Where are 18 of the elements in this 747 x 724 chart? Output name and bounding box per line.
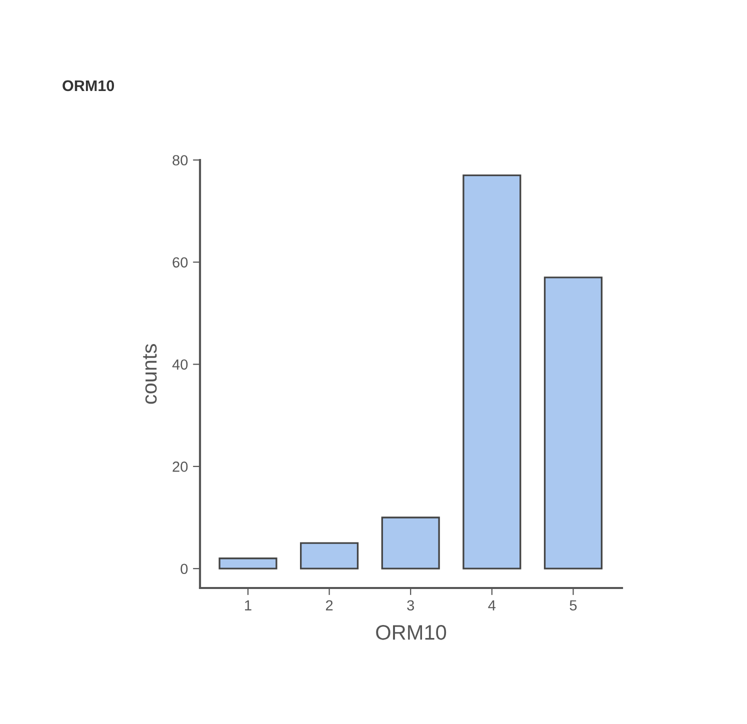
bar (300, 542, 359, 570)
x-tick-label: 2 (326, 600, 333, 610)
x-tick-label: 3 (407, 600, 414, 611)
bar (381, 516, 440, 570)
x-axis-title: ORM10 (376, 625, 446, 640)
x-tick-label: 1 (245, 600, 252, 610)
bar (462, 174, 522, 570)
x-tick-label: 5 (570, 600, 577, 611)
y-tick-label: 40 (172, 359, 188, 370)
y-axis-title: counts (143, 344, 157, 404)
y-tick-label: 60 (172, 257, 188, 268)
bar (218, 558, 278, 570)
bar (544, 276, 603, 570)
x-tick-label: 4 (488, 600, 496, 610)
chart-title: ORM10 (62, 80, 114, 92)
y-tick-label: 20 (172, 462, 188, 472)
y-tick-label: 0 (180, 564, 188, 574)
y-tick-label: 80 (172, 155, 188, 166)
